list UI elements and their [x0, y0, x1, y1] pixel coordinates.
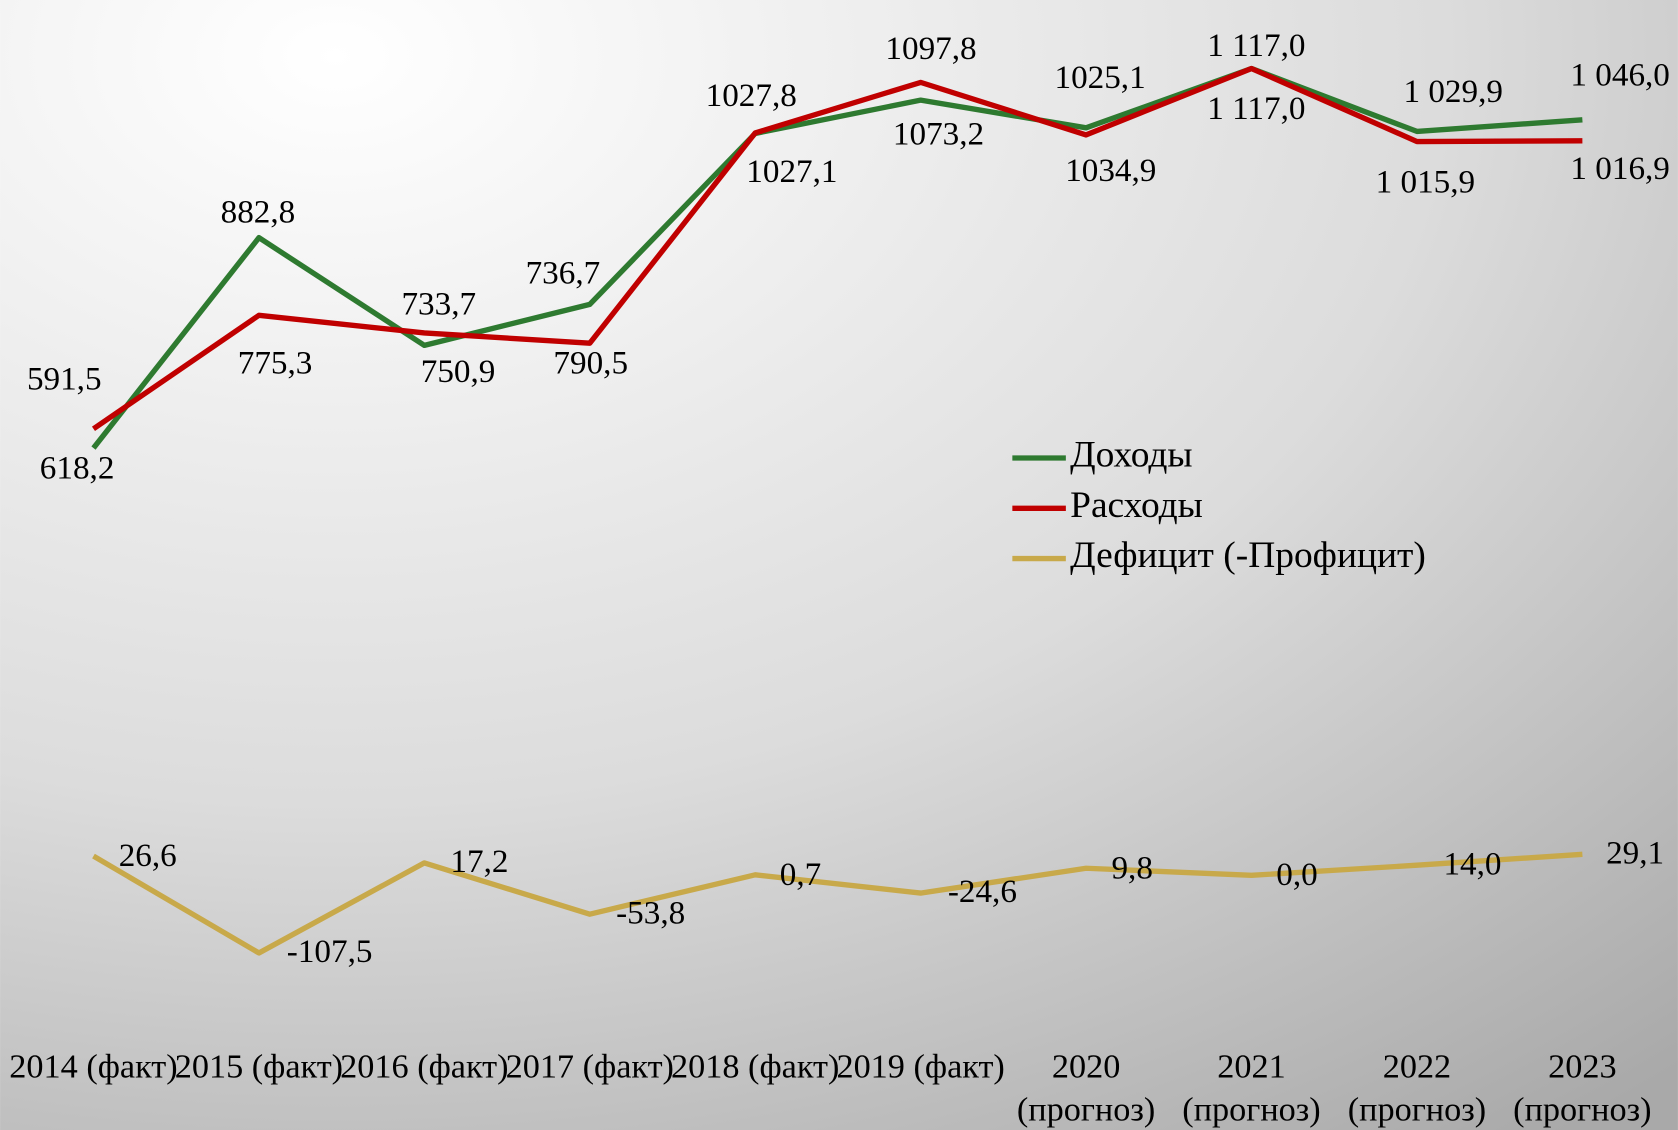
data-label: 591,5 [27, 361, 102, 398]
data-label: 1027,8 [706, 77, 797, 114]
data-label: -107,5 [287, 933, 373, 970]
line-2 [92, 851, 1583, 956]
data-label: 1073,2 [893, 116, 984, 153]
data-label: 1027,1 [746, 153, 837, 190]
data-label: 17,2 [450, 843, 508, 880]
line-1 [91, 65, 1583, 432]
x-tick-label: 2017 (факт) [505, 1046, 674, 1086]
x-tick: 2020 (прогноз) [1016, 1046, 1156, 1128]
x-tick: 2019 (факт) [836, 1046, 1005, 1086]
data-label: 1 117,0 [1207, 27, 1305, 64]
data-label: 736,7 [526, 255, 601, 292]
data-label: 1 029,9 [1403, 73, 1502, 110]
data-label: -53,8 [616, 895, 685, 932]
plot [91, 65, 1583, 956]
data-label: 618,2 [40, 449, 115, 486]
data-label: 1034,9 [1065, 152, 1156, 189]
data-label: 775,3 [238, 345, 313, 382]
legend-label: Доходы [1070, 435, 1192, 476]
data-labels: 591,5 882,8 733,7 790,5 1027,1 1073,2 1034,9 1 … [27, 27, 1670, 970]
x-tick: 2023 (прогноз) [1513, 1046, 1652, 1128]
data-label: 1025,1 [1055, 59, 1146, 96]
x-tick-label: 2019 (факт) [836, 1046, 1005, 1086]
data-label: 9,8 [1111, 850, 1152, 887]
x-axis: 2014 (факт)2015 (факт)2016 (факт)2017 (ф… [9, 1046, 1652, 1128]
data-label: 26,6 [119, 837, 177, 874]
x-tick: 2021 (прогноз) [1182, 1046, 1321, 1128]
x-tick-label: 2014 (факт) [9, 1046, 178, 1086]
data-label: 882,8 [221, 194, 296, 231]
x-tick: 2016 (факт) [340, 1046, 509, 1086]
x-tick: 2015 (факт) [174, 1046, 344, 1086]
data-label: 1 046,0 [1570, 57, 1669, 94]
x-tick: 2017 (факт) [505, 1046, 674, 1086]
line-0 [91, 65, 1583, 450]
data-label: 14,0 [1443, 845, 1501, 882]
x-tick: 2018 (факт) [670, 1046, 840, 1086]
data-label: 1097,8 [885, 30, 976, 67]
data-label: 1 117,0 [1207, 90, 1305, 127]
x-tick: 2014 (факт) [9, 1046, 178, 1086]
data-label: 750,9 [421, 353, 496, 390]
x-tick-label: 2022 (прогноз) [1347, 1046, 1487, 1128]
x-tick-label: 2020 (прогноз) [1016, 1046, 1156, 1128]
data-label: 1 015,9 [1376, 164, 1475, 201]
data-label: 733,7 [401, 286, 476, 323]
x-tick-label: 2018 (факт) [670, 1046, 840, 1086]
data-label: 0,0 [1276, 856, 1317, 893]
x-tick-label: 2016 (факт) [340, 1046, 509, 1086]
legend-label: Дефицит (-Профицит) [1070, 535, 1426, 576]
x-tick-label: 2015 (факт) [174, 1046, 344, 1086]
data-label: 0,7 [780, 856, 821, 893]
data-label: 790,5 [553, 345, 628, 382]
legend: Доходы Расходы Дефицит (-Профицит) [1012, 435, 1426, 576]
data-label: 1 016,9 [1570, 150, 1669, 187]
data-label: 29,1 [1606, 835, 1664, 872]
x-tick-label: 2021 (прогноз) [1182, 1046, 1321, 1128]
x-tick-label: 2023 (прогноз) [1513, 1046, 1652, 1128]
x-tick: 2022 (прогноз) [1347, 1046, 1487, 1128]
legend-label: Расходы [1070, 485, 1203, 526]
data-label: -24,6 [948, 873, 1017, 910]
